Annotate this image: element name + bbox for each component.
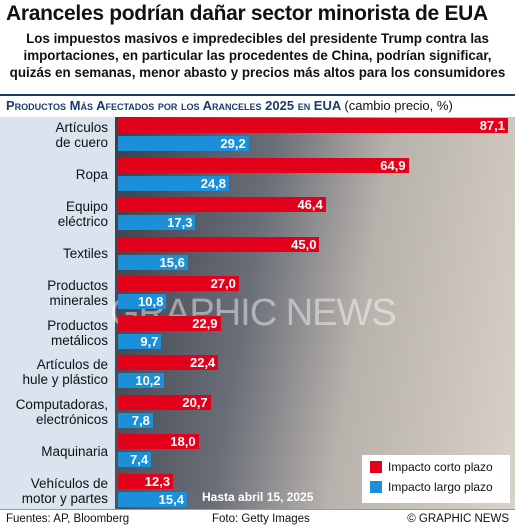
bar (118, 197, 326, 212)
value-label: 22,4 (189, 355, 216, 370)
value-label: 10,8 (138, 294, 164, 309)
credit: © GRAPHIC NEWS (407, 513, 509, 525)
chart-title-text: Productos Más Afectados por los Arancele… (6, 98, 341, 113)
category-label: Computadoras, electrónicos (15, 396, 108, 427)
bar (118, 355, 219, 370)
category-label: Artículos de cuero (55, 120, 108, 150)
annotation: Hasta abril 15, 2025 (202, 490, 314, 504)
value-label: 29,2 (220, 136, 246, 151)
bar (118, 491, 187, 507)
bar (118, 276, 239, 291)
value-label: 18,0 (170, 434, 196, 449)
bar (118, 333, 162, 349)
value-label: 7,4 (130, 452, 149, 467)
bar (118, 157, 409, 173)
value-label: 15,4 (158, 491, 184, 507)
subtitle: Los impuestos masivos e impredecibles de… (9, 31, 506, 80)
bar (118, 452, 152, 467)
value-label: 9,7 (140, 333, 159, 349)
bar (118, 294, 167, 309)
photo-credit: Foto: Getty Images (212, 513, 310, 525)
value-label: 17,3 (167, 215, 193, 230)
bar (118, 215, 196, 230)
unit: (cambio precio, %) (344, 98, 453, 113)
bar (118, 118, 508, 133)
bar (118, 254, 188, 270)
bar (118, 315, 221, 331)
legend-swatch (370, 461, 382, 473)
title: Aranceles podrían dañar sector minorista… (6, 2, 488, 25)
legend-swatch (370, 481, 382, 493)
category-label: Equipo eléctrico (57, 199, 108, 229)
value-label: 7,8 (131, 412, 150, 428)
bar (118, 434, 199, 449)
value-label: 15,6 (159, 254, 185, 270)
bar (118, 412, 153, 428)
label-panel (0, 117, 115, 509)
legend-label: Impacto corto plazo (388, 460, 493, 474)
value-label: 12,3 (144, 473, 171, 489)
footer: Fuentes: AP, Bloomberg Foto: Getty Image… (0, 509, 515, 529)
category-label: Maquinaria (41, 443, 108, 459)
bar (118, 236, 320, 252)
bar (118, 394, 211, 410)
chart-header (0, 94, 515, 118)
value-label: 22,9 (192, 315, 218, 331)
legend: Impacto corto plazo Impacto largo plazo (362, 455, 510, 503)
legend-label: Impacto largo plazo (388, 480, 493, 494)
chart-title: Productos Más Afectados por los Arancele… (6, 98, 453, 113)
value-label: 20,7 (182, 394, 208, 410)
bar (118, 473, 174, 489)
category-label: Vehículos de motor y partes (21, 475, 108, 506)
bar (118, 175, 230, 191)
value-label: 46,4 (297, 197, 323, 212)
value-label: 64,9 (380, 157, 406, 173)
category-label: Textiles (62, 246, 108, 261)
category-label: Productos metálicos (47, 317, 108, 348)
bar (118, 373, 164, 388)
value-label: 27,0 (210, 276, 236, 291)
category-label: Artículos de hule y plástico (22, 357, 108, 387)
value-label: 24,8 (200, 175, 227, 191)
value-label: 45,0 (291, 236, 317, 252)
category-label: Productos minerales (47, 278, 108, 308)
value-label: 87,1 (479, 118, 505, 133)
value-label: 10,2 (135, 373, 161, 388)
bar (118, 136, 249, 151)
sources: Fuentes: AP, Bloomberg (6, 513, 130, 525)
category-label: Ropa (75, 167, 108, 182)
